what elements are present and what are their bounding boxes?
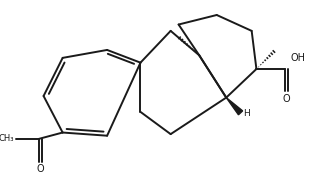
Text: O: O [37, 164, 44, 174]
Text: OH: OH [291, 53, 306, 63]
Text: CH₃: CH₃ [0, 134, 14, 143]
Text: O: O [283, 94, 291, 104]
Polygon shape [226, 98, 242, 115]
Text: H: H [243, 109, 250, 118]
